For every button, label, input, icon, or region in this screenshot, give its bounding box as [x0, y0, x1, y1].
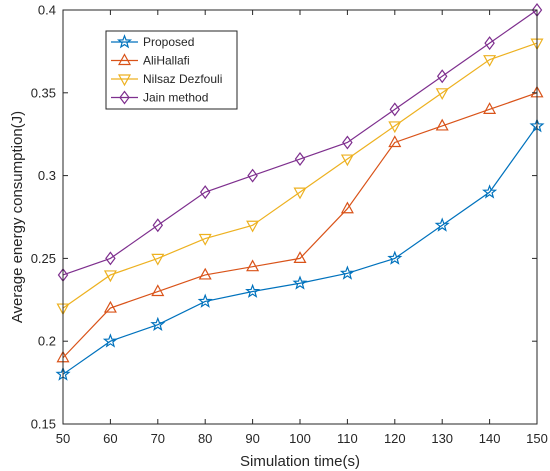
data-point — [435, 118, 449, 131]
y-tick-label: 0.25 — [31, 251, 56, 266]
legend-entry: Proposed — [111, 34, 194, 49]
data-point — [342, 135, 353, 150]
data-point — [151, 253, 165, 266]
data-point — [246, 259, 260, 272]
x-tick-label: 50 — [56, 431, 70, 446]
x-tick-label: 110 — [337, 431, 358, 446]
data-point — [247, 168, 258, 183]
y-tick-label: 0.3 — [38, 168, 56, 183]
data-point — [340, 201, 354, 214]
legend-marker — [116, 34, 133, 49]
x-tick-label: 120 — [384, 431, 406, 446]
y-tick-label: 0.35 — [31, 85, 56, 100]
data-point — [339, 265, 355, 280]
x-tick-label: 80 — [198, 431, 212, 446]
data-marks — [55, 3, 545, 381]
legend-entry: Nilsaz Dezfouli — [111, 72, 222, 87]
data-point — [152, 218, 164, 233]
data-point — [246, 220, 260, 233]
series-3 — [56, 38, 544, 316]
data-point — [103, 300, 117, 313]
legend-marker — [117, 74, 132, 87]
y-tick-label: 0.15 — [31, 417, 56, 432]
y-tick-label: 0.4 — [38, 3, 56, 18]
data-point — [102, 333, 118, 348]
legend-entry: AliHallafi — [111, 53, 190, 68]
series-1 — [55, 118, 545, 381]
data-point — [434, 217, 450, 232]
data-point — [197, 293, 213, 308]
legend-entry: Jain method — [111, 90, 208, 105]
data-point — [483, 55, 497, 67]
data-point — [388, 121, 402, 134]
data-point — [150, 316, 166, 332]
data-point — [293, 251, 307, 263]
data-point — [293, 187, 307, 200]
legend-marker — [117, 53, 132, 66]
data-point — [103, 270, 117, 283]
data-point — [199, 185, 211, 200]
x-tick-label: 100 — [289, 431, 311, 446]
data-point — [388, 135, 402, 148]
data-point — [105, 251, 116, 266]
data-point — [198, 267, 212, 280]
x-tick-label: 70 — [151, 431, 165, 446]
data-point — [484, 36, 495, 51]
y-axis-label: Average energy consumption(J) — [9, 111, 26, 323]
x-tick-label: 90 — [245, 431, 259, 446]
legend-label: Proposed — [143, 35, 194, 49]
data-point — [245, 283, 261, 298]
data-point — [198, 233, 212, 246]
legend: Proposed AliHallafi Nilsaz Dezfouli Jain me… — [105, 30, 238, 110]
data-point — [435, 88, 449, 101]
legend-label: Nilsaz Dezfouli — [143, 72, 222, 86]
series-line — [62, 125, 538, 375]
legend-marker — [119, 90, 130, 105]
data-point — [151, 284, 165, 297]
data-point — [483, 102, 497, 114]
legend-label: Jain method — [143, 91, 208, 105]
y-tick-label: 0.2 — [38, 334, 56, 349]
series-line — [62, 92, 538, 359]
data-point — [387, 250, 403, 265]
data-point — [294, 152, 306, 167]
data-point — [292, 275, 308, 290]
x-axis-label: Simulation time(s) — [240, 453, 360, 470]
data-point — [436, 69, 448, 84]
axis-ticks: 50 60 70 80 90 100 110 120 130 140 150 0.15 0.2 0.25 0… — [31, 3, 548, 447]
data-point — [389, 102, 401, 117]
data-point — [482, 184, 498, 199]
x-tick-label: 140 — [479, 431, 501, 446]
data-point — [340, 154, 354, 167]
series-line — [62, 9, 538, 276]
legend-label: AliHallafi — [143, 54, 190, 68]
x-tick-label: 150 — [526, 431, 548, 446]
x-tick-label: 60 — [103, 431, 117, 446]
x-tick-label: 130 — [431, 431, 453, 446]
series-line — [62, 42, 538, 309]
